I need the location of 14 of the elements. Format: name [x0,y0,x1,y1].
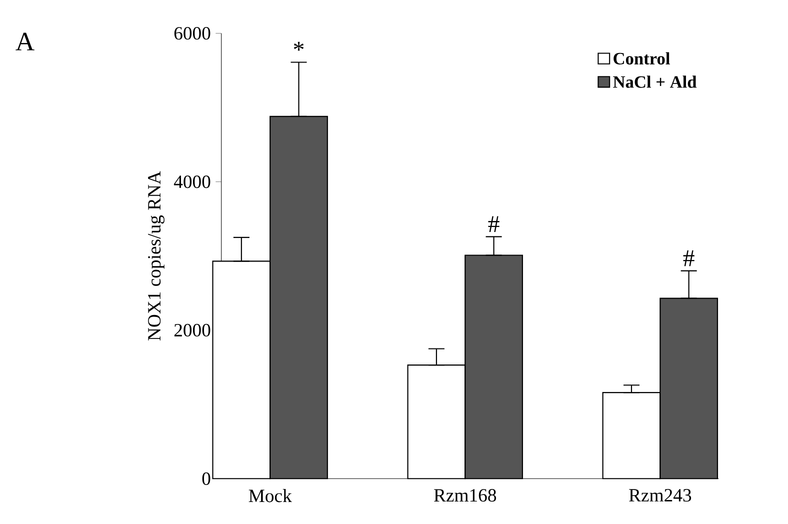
legend-label: NaCl + Ald [613,76,697,88]
x-tick-label: Rzm243 [629,489,692,502]
text: A [16,32,34,50]
x-tick-label: Mock [248,489,292,502]
legend-label: Control [614,52,670,64]
annotation: # [683,250,694,266]
y-axis-title: NOX1 copies/ug RNA [148,171,164,340]
y-tick-label: 2000 [174,324,210,337]
y-tick-label: 0 [202,472,210,485]
x-tick-label: Rzm168 [434,489,496,502]
annotation: # [488,216,500,232]
y-tick-label: 6000 [174,27,210,40]
annotation: * [294,42,304,51]
y-tick-label: 4000 [174,175,210,188]
